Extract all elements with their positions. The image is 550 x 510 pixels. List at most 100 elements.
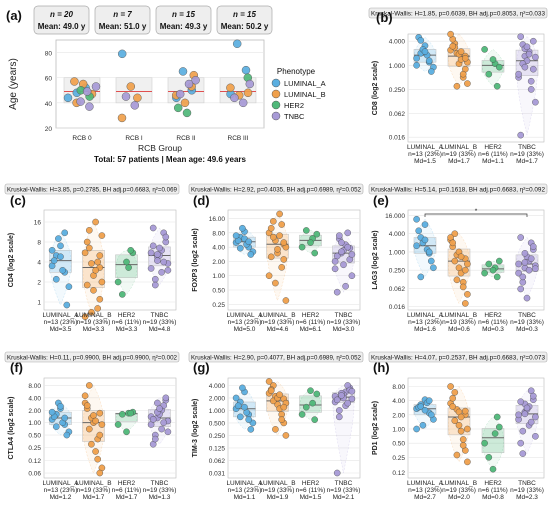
- data-point: [489, 465, 497, 473]
- x-tick-sublabel: n=13 (23%): [228, 487, 262, 494]
- data-point: [267, 387, 275, 394]
- x-tick-sublabel: Md=2.1: [333, 494, 355, 501]
- y-tick-label: 0.250: [389, 268, 406, 275]
- x-tick-sublabel: n=6 (11%): [112, 487, 142, 494]
- data-point: [127, 409, 134, 417]
- data-point: [331, 258, 339, 265]
- data-point: [175, 89, 185, 99]
- y-tick-label: 0.50: [28, 433, 41, 440]
- data-point: [425, 248, 433, 256]
- group-mean-label: Mean: 49.0 y: [38, 22, 86, 31]
- data-point: [182, 108, 192, 118]
- data-point: [344, 243, 352, 251]
- data-point: [461, 266, 469, 274]
- data-point: [417, 37, 425, 44]
- y-tick-label: 0.12: [392, 470, 405, 477]
- x-tick-label: TNBC: [335, 480, 353, 487]
- y-tick-label: 4: [37, 260, 41, 267]
- x-tick-sublabel: n=19 (33%): [442, 487, 476, 494]
- data-point: [517, 33, 525, 40]
- data-point: [114, 278, 122, 286]
- panel-c: Kruskal-Wallis: H=3.85, p=0.2785, BH adj…: [4, 183, 180, 333]
- y-tick-label: 4.00: [212, 245, 225, 252]
- data-point: [86, 382, 93, 389]
- group-n-label: n = 7: [113, 10, 132, 19]
- stat-text: Kruskal-Wallis: H=2.90, p=0.4077, BH adj…: [191, 355, 361, 362]
- data-point: [451, 257, 459, 265]
- x-tick-sublabel: Md=1.1: [482, 158, 504, 165]
- data-point: [90, 412, 97, 419]
- stat-banner: [368, 183, 548, 195]
- data-point: [278, 416, 286, 423]
- panel-a: (a) 20 40 60 80 Age (years) RCB 0 n = 20 Mean: 4…: [6, 5, 326, 164]
- data-point: [485, 70, 493, 78]
- y-tick-label: 8.00: [212, 230, 225, 237]
- data-point: [149, 242, 157, 250]
- data-point: [427, 68, 435, 75]
- data-point: [92, 417, 99, 425]
- stat-text: Kruskal-Wallis: H=5.14, p=0.1618, BH adj…: [371, 187, 545, 194]
- data-point: [278, 264, 286, 271]
- plot-frame: [43, 209, 177, 311]
- data-point: [331, 265, 339, 273]
- x-tick-sublabel: n=6 (11%): [478, 487, 508, 494]
- data-point: [530, 37, 537, 45]
- data-point: [459, 70, 467, 78]
- x-tick-label: TNBC: [151, 480, 169, 487]
- data-point: [149, 416, 157, 423]
- data-point: [241, 403, 248, 411]
- data-point: [464, 425, 471, 433]
- y-tick-label: 2.00: [392, 412, 405, 419]
- y-tick-label: 8.00: [28, 383, 41, 390]
- data-point: [495, 257, 503, 265]
- group-n-label: n = 20: [50, 10, 73, 19]
- data-point: [151, 281, 159, 289]
- stat-text: Kruskal-Wallis: H=1.85, p=0.6039, BH adj…: [371, 11, 545, 18]
- x-tick-sublabel: Md=1.7: [448, 158, 470, 165]
- x-tick-sublabel: Md=3.3: [116, 326, 138, 333]
- panel-h: Kruskal-Wallis: H=4.07, p=0.2537, BH adj…: [368, 351, 548, 501]
- y-tick-label: 0.50: [392, 441, 405, 448]
- panel-f: Kruskal-Wallis: H=0.11, p=0.9900, BH adj…: [4, 351, 180, 501]
- data-point: [461, 300, 469, 307]
- data-point: [65, 283, 73, 290]
- y-axis-title: TIM-3 (log2 scale): [192, 399, 199, 458]
- data-point: [269, 233, 277, 241]
- y-axis-title: PD1 (log2 scale): [372, 401, 379, 455]
- data-point: [461, 54, 469, 62]
- y-tick-label: 0.062: [209, 458, 226, 465]
- data-point: [86, 244, 93, 252]
- x-tick-sublabel: Md=2.7: [414, 494, 436, 501]
- data-point: [147, 265, 155, 272]
- data-point: [164, 267, 172, 274]
- legend-label: LUMINAL_A: [284, 79, 326, 88]
- data-point: [98, 278, 106, 286]
- data-point: [265, 378, 273, 385]
- stat-banner: [4, 183, 180, 195]
- data-point: [280, 403, 288, 411]
- x-tick-label: HER2: [302, 480, 320, 487]
- data-point: [481, 439, 488, 447]
- data-point: [521, 259, 529, 266]
- x-tick-sublabel: n=6 (11%): [478, 319, 508, 326]
- data-point: [521, 410, 529, 418]
- data-point: [523, 404, 531, 412]
- data-point: [247, 426, 255, 433]
- data-point: [421, 221, 429, 228]
- x-tick-label: LUMINAL_A: [42, 312, 79, 319]
- x-tick-sublabel: Md=1.5: [300, 494, 322, 501]
- data-point: [149, 224, 157, 232]
- data-point: [313, 230, 321, 238]
- y-tick-label: 4.00: [392, 398, 405, 405]
- data-point: [48, 408, 56, 416]
- y-tick-label: 0.25: [212, 302, 225, 309]
- data-point: [61, 414, 68, 422]
- data-point: [493, 413, 501, 421]
- data-point: [413, 242, 420, 250]
- data-point: [451, 389, 459, 396]
- data-point: [156, 244, 163, 252]
- data-point: [532, 53, 539, 61]
- data-point: [276, 391, 283, 398]
- data-point: [282, 297, 290, 304]
- panel-label-c: (c): [10, 193, 26, 208]
